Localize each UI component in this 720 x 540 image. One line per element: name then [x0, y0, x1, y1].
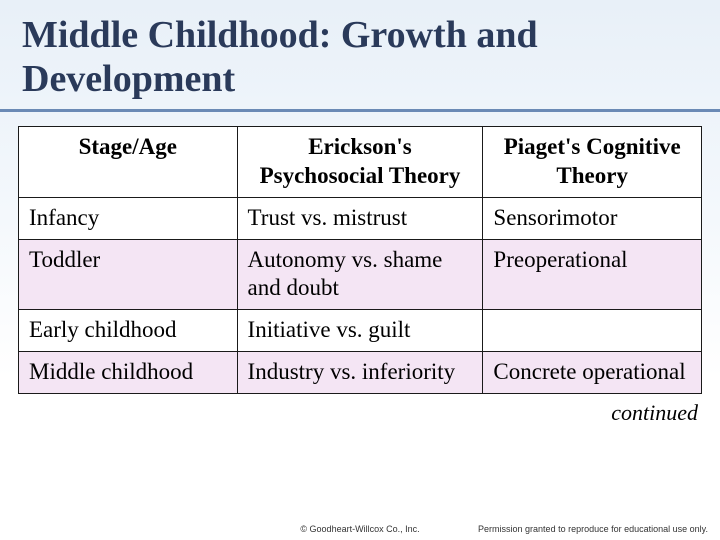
table-header-row: Stage/Age Erickson's Psychosocial Theory…: [19, 127, 702, 198]
table-row: Early childhoodInitiative vs. guilt: [19, 310, 702, 352]
table-cell: Autonomy vs. shame and doubt: [237, 239, 483, 310]
table-cell: Trust vs. mistrust: [237, 197, 483, 239]
page-title: Middle Childhood: Growth and Development: [0, 0, 720, 109]
title-underline: [0, 109, 720, 112]
table-cell: Preoperational: [483, 239, 702, 310]
col-header-erickson: Erickson's Psychosocial Theory: [237, 127, 483, 198]
table-cell: Industry vs. inferiority: [237, 351, 483, 393]
table-cell: Infancy: [19, 197, 238, 239]
col-header-piaget: Piaget's Cognitive Theory: [483, 127, 702, 198]
footer-permission: Permission granted to reproduce for educ…: [478, 524, 708, 534]
table-cell: Toddler: [19, 239, 238, 310]
footer-copyright: © Goodheart-Willcox Co., Inc.: [300, 524, 419, 534]
table-container: Stage/Age Erickson's Psychosocial Theory…: [0, 126, 720, 393]
table-cell: Sensorimotor: [483, 197, 702, 239]
table-cell: Concrete operational: [483, 351, 702, 393]
table-row: ToddlerAutonomy vs. shame and doubtPreop…: [19, 239, 702, 310]
table-row: InfancyTrust vs. mistrustSensorimotor: [19, 197, 702, 239]
table-cell: Initiative vs. guilt: [237, 310, 483, 352]
development-table: Stage/Age Erickson's Psychosocial Theory…: [18, 126, 702, 393]
table-cell: [483, 310, 702, 352]
col-header-stage: Stage/Age: [19, 127, 238, 198]
table-row: Middle childhoodIndustry vs. inferiority…: [19, 351, 702, 393]
continued-label: continued: [0, 394, 720, 426]
table-cell: Middle childhood: [19, 351, 238, 393]
table-cell: Early childhood: [19, 310, 238, 352]
